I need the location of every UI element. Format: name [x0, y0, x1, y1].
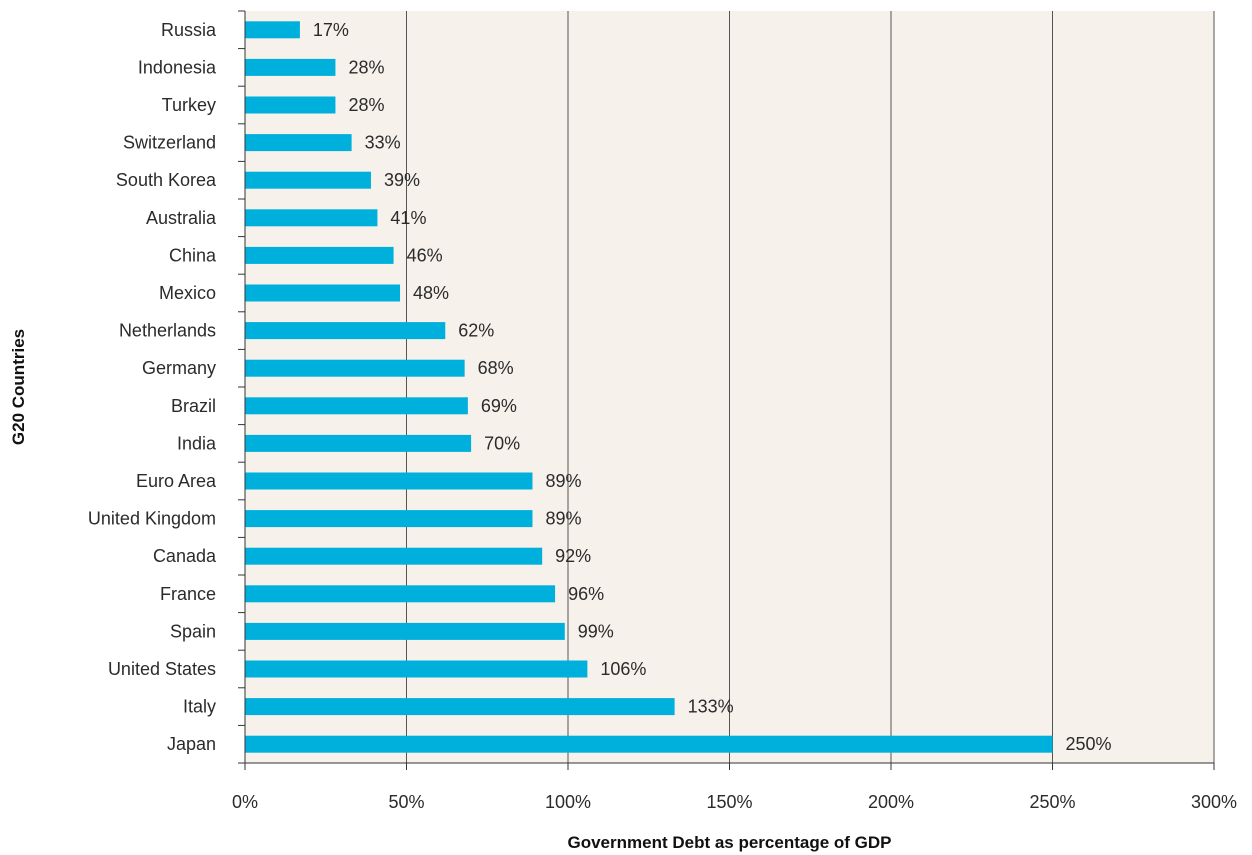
x-tick-label: 300% [1191, 792, 1237, 812]
x-tick-label: 100% [545, 792, 591, 812]
category-label: Switzerland [123, 133, 216, 153]
category-label: South Korea [116, 170, 217, 190]
category-label: Canada [153, 546, 217, 566]
x-tick-label: 50% [388, 792, 424, 812]
x-axis-title: Government Debt as percentage of GDP [567, 833, 891, 852]
data-label: 46% [407, 245, 443, 265]
bar-turkey [245, 96, 336, 114]
x-tick-label: 200% [868, 792, 914, 812]
gridlines [406, 11, 1215, 763]
category-label: India [177, 433, 217, 453]
bar-netherlands [245, 322, 446, 340]
data-label: 250% [1066, 734, 1112, 754]
category-label: Turkey [162, 95, 216, 115]
category-label: Germany [142, 358, 216, 378]
bar-south-korea [245, 171, 371, 189]
data-label: 28% [348, 95, 384, 115]
bar-switzerland [245, 134, 352, 152]
data-label: 70% [484, 433, 520, 453]
bar-spain [245, 622, 565, 640]
category-label: Euro Area [136, 471, 217, 491]
data-labels: 17% 28% 28% 33% 39% 41% 46% 48% 62% 68% 69% 70% 89% 8… [313, 20, 1112, 754]
data-label: 48% [413, 283, 449, 303]
category-label: Japan [167, 734, 216, 754]
data-label: 96% [568, 584, 604, 604]
bars [245, 21, 1053, 753]
bar-united-states [245, 660, 588, 678]
data-label: 133% [688, 697, 734, 717]
bar-indonesia [245, 58, 336, 76]
data-label: 106% [600, 659, 646, 679]
bar-italy [245, 698, 675, 716]
bar-france [245, 585, 556, 603]
category-label: France [160, 584, 216, 604]
y-axis-title: G20 Countries [9, 329, 28, 445]
bar-mexico [245, 284, 401, 302]
x-tick-label: 0% [232, 792, 258, 812]
data-label: 92% [555, 546, 591, 566]
category-label: Spain [170, 621, 216, 641]
category-label: Netherlands [119, 321, 216, 341]
data-label: 39% [384, 170, 420, 190]
data-label: 28% [348, 57, 384, 77]
data-label: 33% [365, 133, 401, 153]
category-labels: Russia Indonesia Turkey Switzerland South Ko… [88, 20, 217, 754]
bar-germany [245, 359, 465, 377]
data-label: 69% [481, 396, 517, 416]
category-label: Australia [146, 208, 217, 228]
category-label: United States [108, 659, 216, 679]
bar-euro-area [245, 472, 533, 490]
data-label: 41% [390, 208, 426, 228]
x-tick-labels: 0% 50% 100% 150% 200% 250% 300% [232, 792, 1237, 812]
bar-india [245, 434, 472, 452]
bar-china [245, 246, 394, 264]
data-label: 62% [458, 321, 494, 341]
category-label: China [169, 245, 217, 265]
bar-russia [245, 21, 300, 39]
data-label: 17% [313, 20, 349, 40]
category-label: Italy [183, 697, 216, 717]
bar-japan [245, 735, 1053, 753]
category-label: Russia [161, 20, 217, 40]
bar-australia [245, 209, 378, 227]
data-label: 89% [545, 471, 581, 491]
category-label: Brazil [171, 396, 216, 416]
category-label: United Kingdom [88, 509, 216, 529]
bar-united-kingdom [245, 510, 533, 528]
x-tick-label: 250% [1029, 792, 1075, 812]
axes [238, 10, 1215, 770]
data-label: 68% [478, 358, 514, 378]
data-label: 99% [578, 621, 614, 641]
category-label: Indonesia [138, 57, 217, 77]
data-label: 89% [545, 509, 581, 529]
bar-canada [245, 547, 543, 565]
bar-brazil [245, 397, 468, 415]
category-label: Mexico [159, 283, 216, 303]
x-tick-label: 150% [706, 792, 752, 812]
